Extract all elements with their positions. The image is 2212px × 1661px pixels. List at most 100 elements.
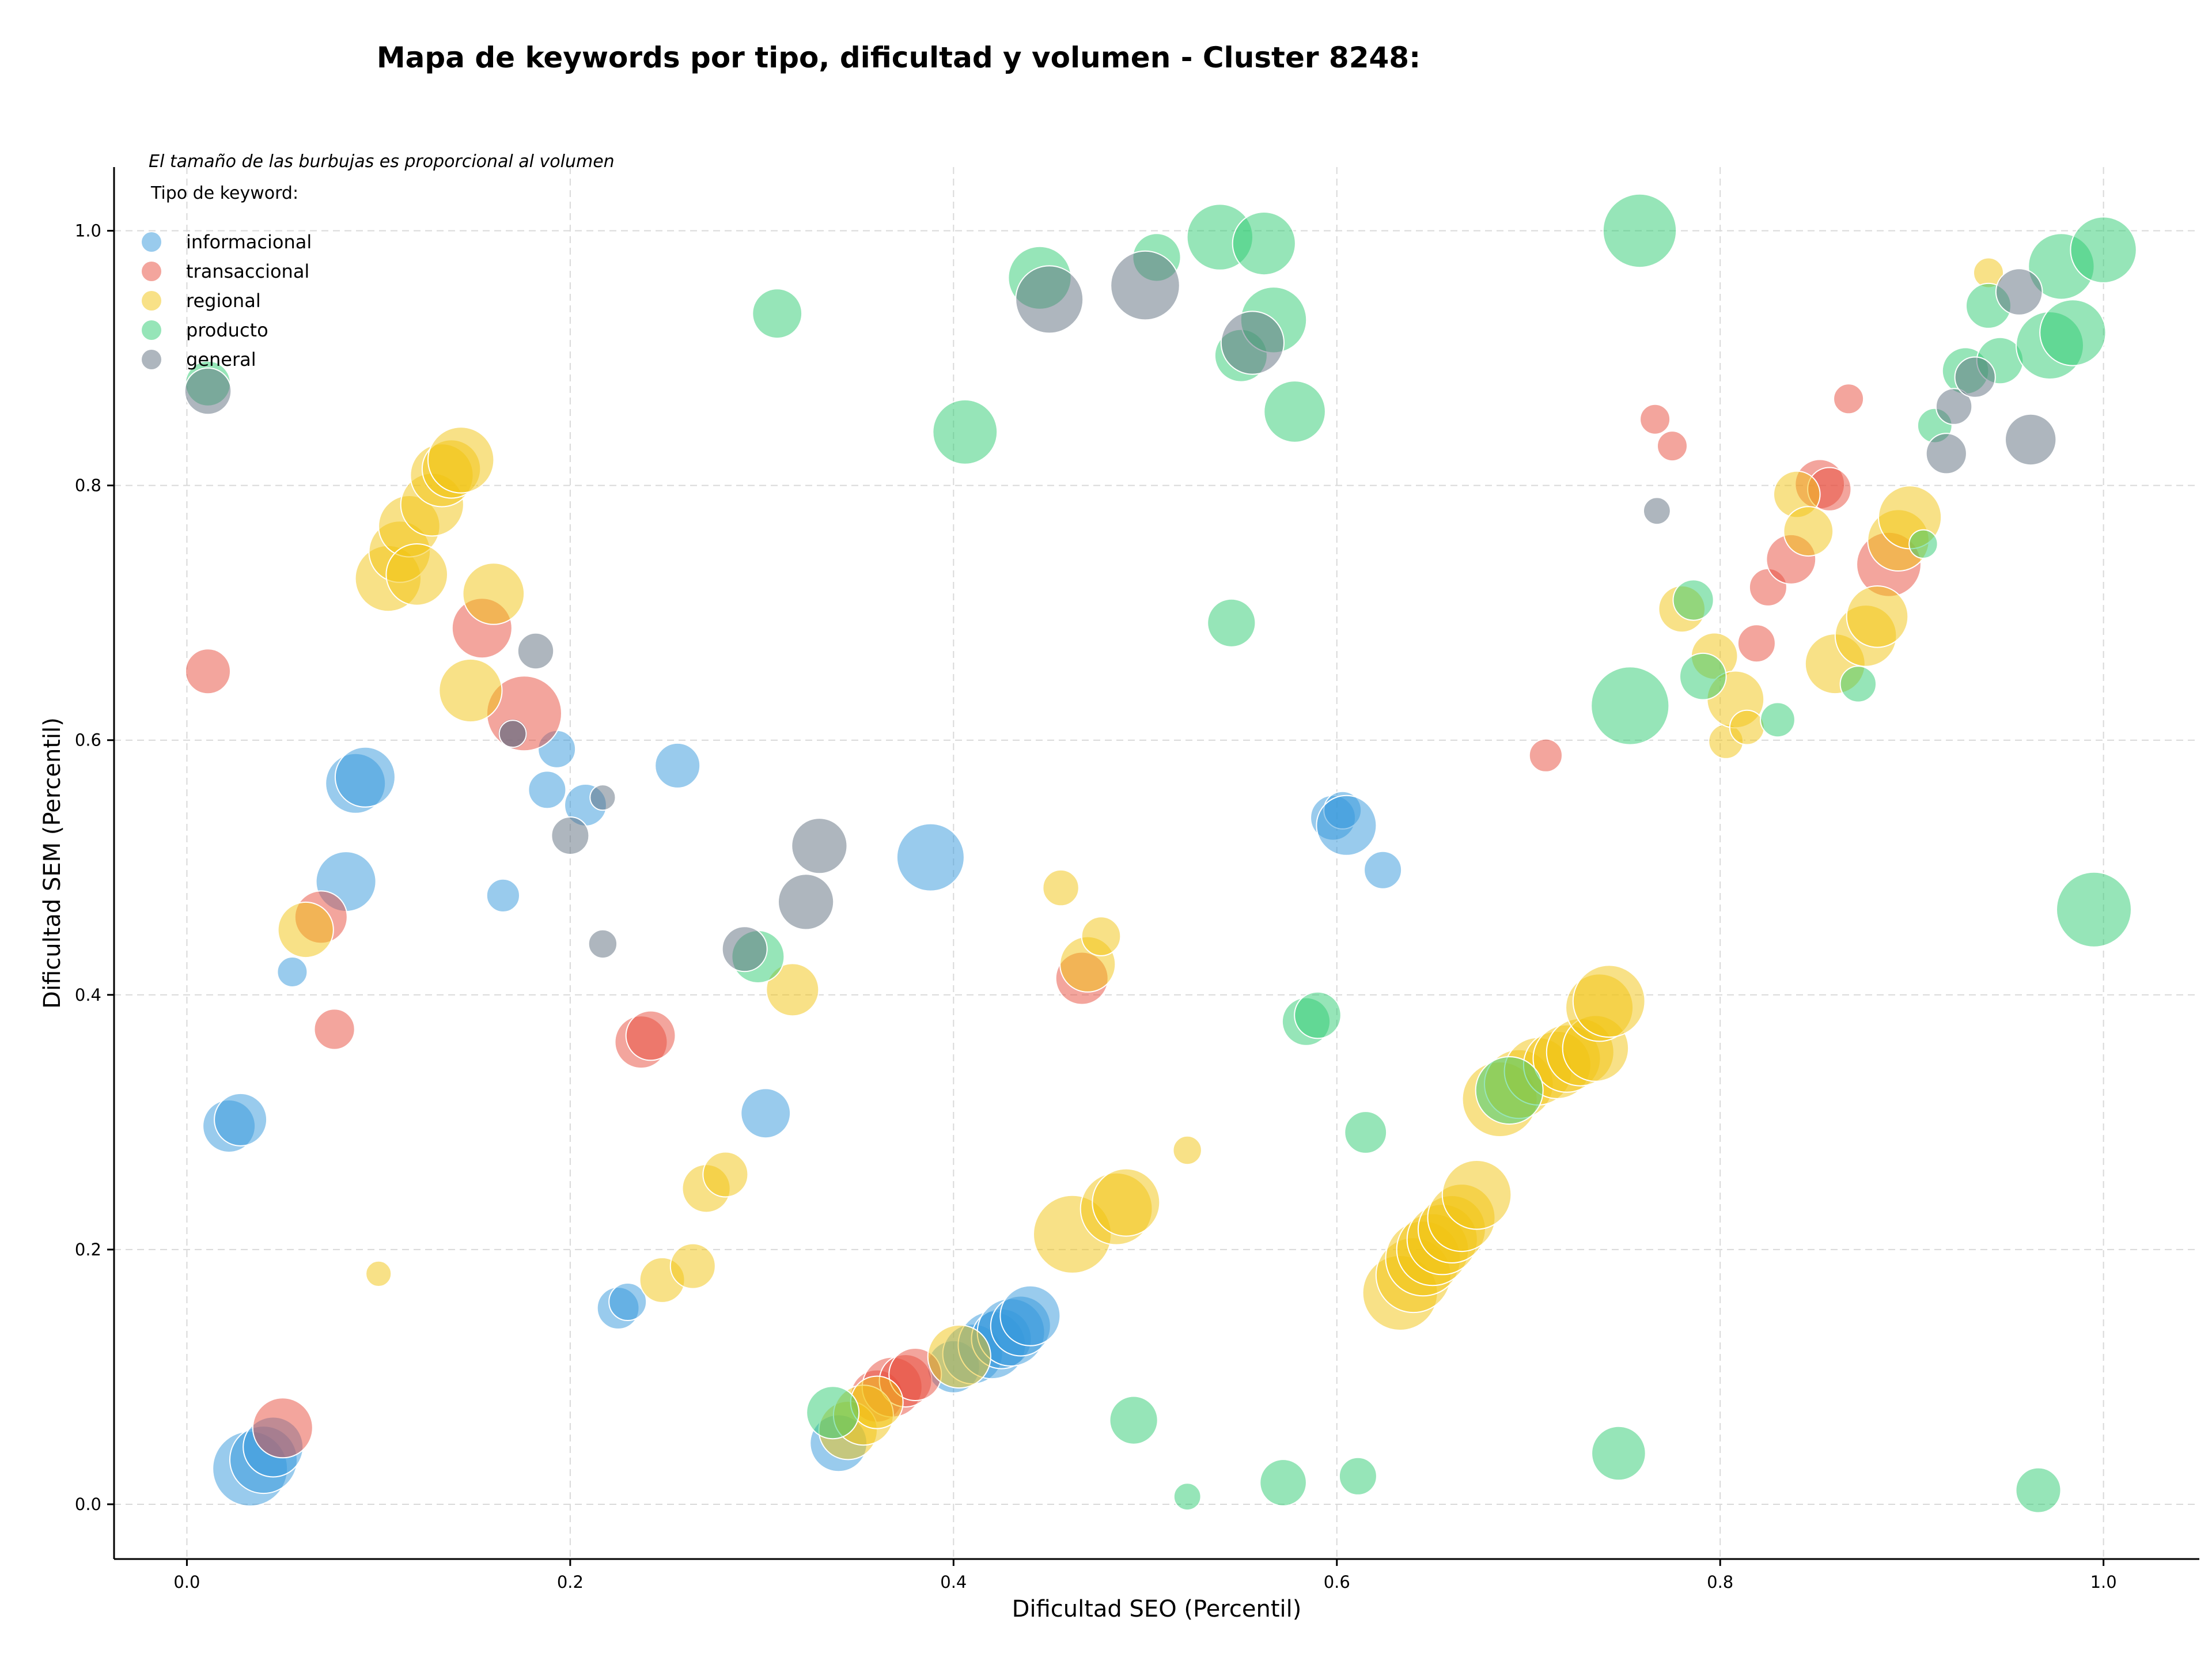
bubble-producto xyxy=(1344,1111,1388,1154)
bubble-regional xyxy=(669,1243,716,1289)
bubble-producto xyxy=(1908,529,1938,559)
bubble-transaccional xyxy=(313,1008,355,1050)
bubble-informacional xyxy=(740,1088,791,1139)
bubble-general xyxy=(1995,268,2043,316)
bubble-general xyxy=(1220,311,1285,375)
bubble-regional xyxy=(850,1375,904,1429)
bubble-general xyxy=(1110,250,1180,321)
y-tick-label: 1.0 xyxy=(75,221,101,241)
bubble-informacional xyxy=(1363,850,1403,890)
bubble-informacional xyxy=(214,1092,268,1147)
bubble-producto xyxy=(2015,1467,2062,1514)
bubble-informacional xyxy=(896,823,965,892)
bubble-regional xyxy=(1042,869,1080,907)
bubble-informacional xyxy=(276,956,308,987)
x-axis-label: Dificultad SEO (Percentil) xyxy=(1012,1596,1302,1622)
bubble-regional xyxy=(1441,1160,1512,1230)
bubble-producto xyxy=(1338,1456,1377,1496)
bubble-producto xyxy=(1839,665,1877,703)
bubble-producto xyxy=(1602,193,1677,268)
bubble-producto xyxy=(752,288,803,339)
bubble-transaccional xyxy=(185,648,231,695)
bubble-informacional xyxy=(999,1285,1061,1346)
legend-label-regional: regional xyxy=(186,290,261,312)
bubble-informacional xyxy=(334,746,396,808)
legend-label-general: general xyxy=(186,349,256,370)
bubble-informacional xyxy=(654,742,701,789)
legend: informacional transaccional regional produc… xyxy=(142,231,312,370)
bubble-producto xyxy=(1173,1482,1202,1511)
bubble-general xyxy=(551,816,590,855)
bubble-informacional xyxy=(1316,794,1377,856)
bubble-producto xyxy=(1109,1395,1158,1445)
bubble-general xyxy=(517,632,555,670)
size-note: El tamaño de las burbujas es proporciona… xyxy=(149,152,615,172)
bubble-informacional xyxy=(486,878,521,913)
y-tick-label: 0.6 xyxy=(75,731,101,750)
bubble-general xyxy=(498,720,527,748)
y-tick-label: 0.4 xyxy=(75,985,101,1005)
y-tick-label: 0.0 xyxy=(75,1494,101,1514)
bubble-producto xyxy=(1672,579,1714,621)
bubble-general xyxy=(184,367,232,415)
bubble-transaccional xyxy=(1737,624,1776,663)
bubble-regional xyxy=(927,1324,991,1389)
y-tick-label: 0.2 xyxy=(75,1240,101,1259)
bubbles xyxy=(184,193,2137,1514)
bubble-regional xyxy=(1081,916,1122,956)
x-tick-label: 0.8 xyxy=(1707,1572,1733,1592)
axis-ticks: 0.0 0.2 0.4 0.6 0.8 1.0 0.0 0.2 0.4 0.6 0.8 1.0 xyxy=(75,221,2117,1592)
bubble-regional xyxy=(365,1260,392,1287)
bubble-producto xyxy=(2039,299,2107,366)
bubble-transaccional xyxy=(252,1397,313,1459)
bubble-producto xyxy=(1760,702,1796,738)
bubble-regional xyxy=(1172,1135,1202,1166)
bubble-regional xyxy=(1846,585,1909,648)
bubble-producto xyxy=(1232,211,1296,276)
legend-label-producto: producto xyxy=(186,319,268,341)
bubble-regional xyxy=(385,543,449,606)
bubble-regional xyxy=(277,901,334,959)
bubble-regional xyxy=(766,963,820,1017)
legend-marker-transaccional xyxy=(142,262,161,281)
bubble-general xyxy=(1643,497,1671,525)
grid xyxy=(114,167,2199,1559)
bubble-regional xyxy=(427,426,495,494)
bubble-general xyxy=(778,873,835,930)
bubble-general xyxy=(2005,413,2057,466)
legend-marker-producto xyxy=(142,320,161,340)
bubble-producto xyxy=(2056,871,2132,948)
bubble-regional xyxy=(702,1151,749,1198)
bubble-transaccional xyxy=(1657,430,1688,462)
bubble-producto xyxy=(1679,652,1727,701)
bubble-general xyxy=(721,926,768,973)
bubble-regional xyxy=(1729,709,1765,746)
bubble-producto xyxy=(1475,1056,1544,1125)
bubble-regional xyxy=(1572,964,1646,1038)
x-tick-label: 0.4 xyxy=(940,1572,967,1592)
bubble-informacional xyxy=(528,770,567,809)
bubble-regional xyxy=(438,658,503,723)
bubble-producto xyxy=(1207,598,1256,648)
bubble-general xyxy=(1954,356,1996,398)
bubble-regional xyxy=(1783,506,1834,557)
y-axis-label: Dificultad SEM (Percentil) xyxy=(39,717,66,1009)
legend-label-transaccional: transaccional xyxy=(186,260,309,282)
bubble-informacional xyxy=(608,1282,647,1321)
x-tick-label: 1.0 xyxy=(2090,1572,2117,1592)
x-tick-label: 0.0 xyxy=(173,1572,200,1592)
bubble-general xyxy=(588,929,618,959)
bubble-general xyxy=(589,784,616,811)
legend-title: Tipo de keyword: xyxy=(150,183,298,203)
bubble-producto xyxy=(2070,216,2137,283)
y-tick-label: 0.8 xyxy=(75,476,101,495)
bubble-producto xyxy=(806,1386,860,1440)
bubble-transaccional xyxy=(1833,383,1865,415)
legend-marker-informacional xyxy=(142,232,161,252)
bubble-transaccional xyxy=(625,1010,676,1061)
bubble-general xyxy=(1015,265,1084,334)
legend-label-informacional: informacional xyxy=(186,231,312,253)
bubble-transaccional xyxy=(1528,738,1563,773)
bubble-transaccional xyxy=(1639,403,1671,435)
